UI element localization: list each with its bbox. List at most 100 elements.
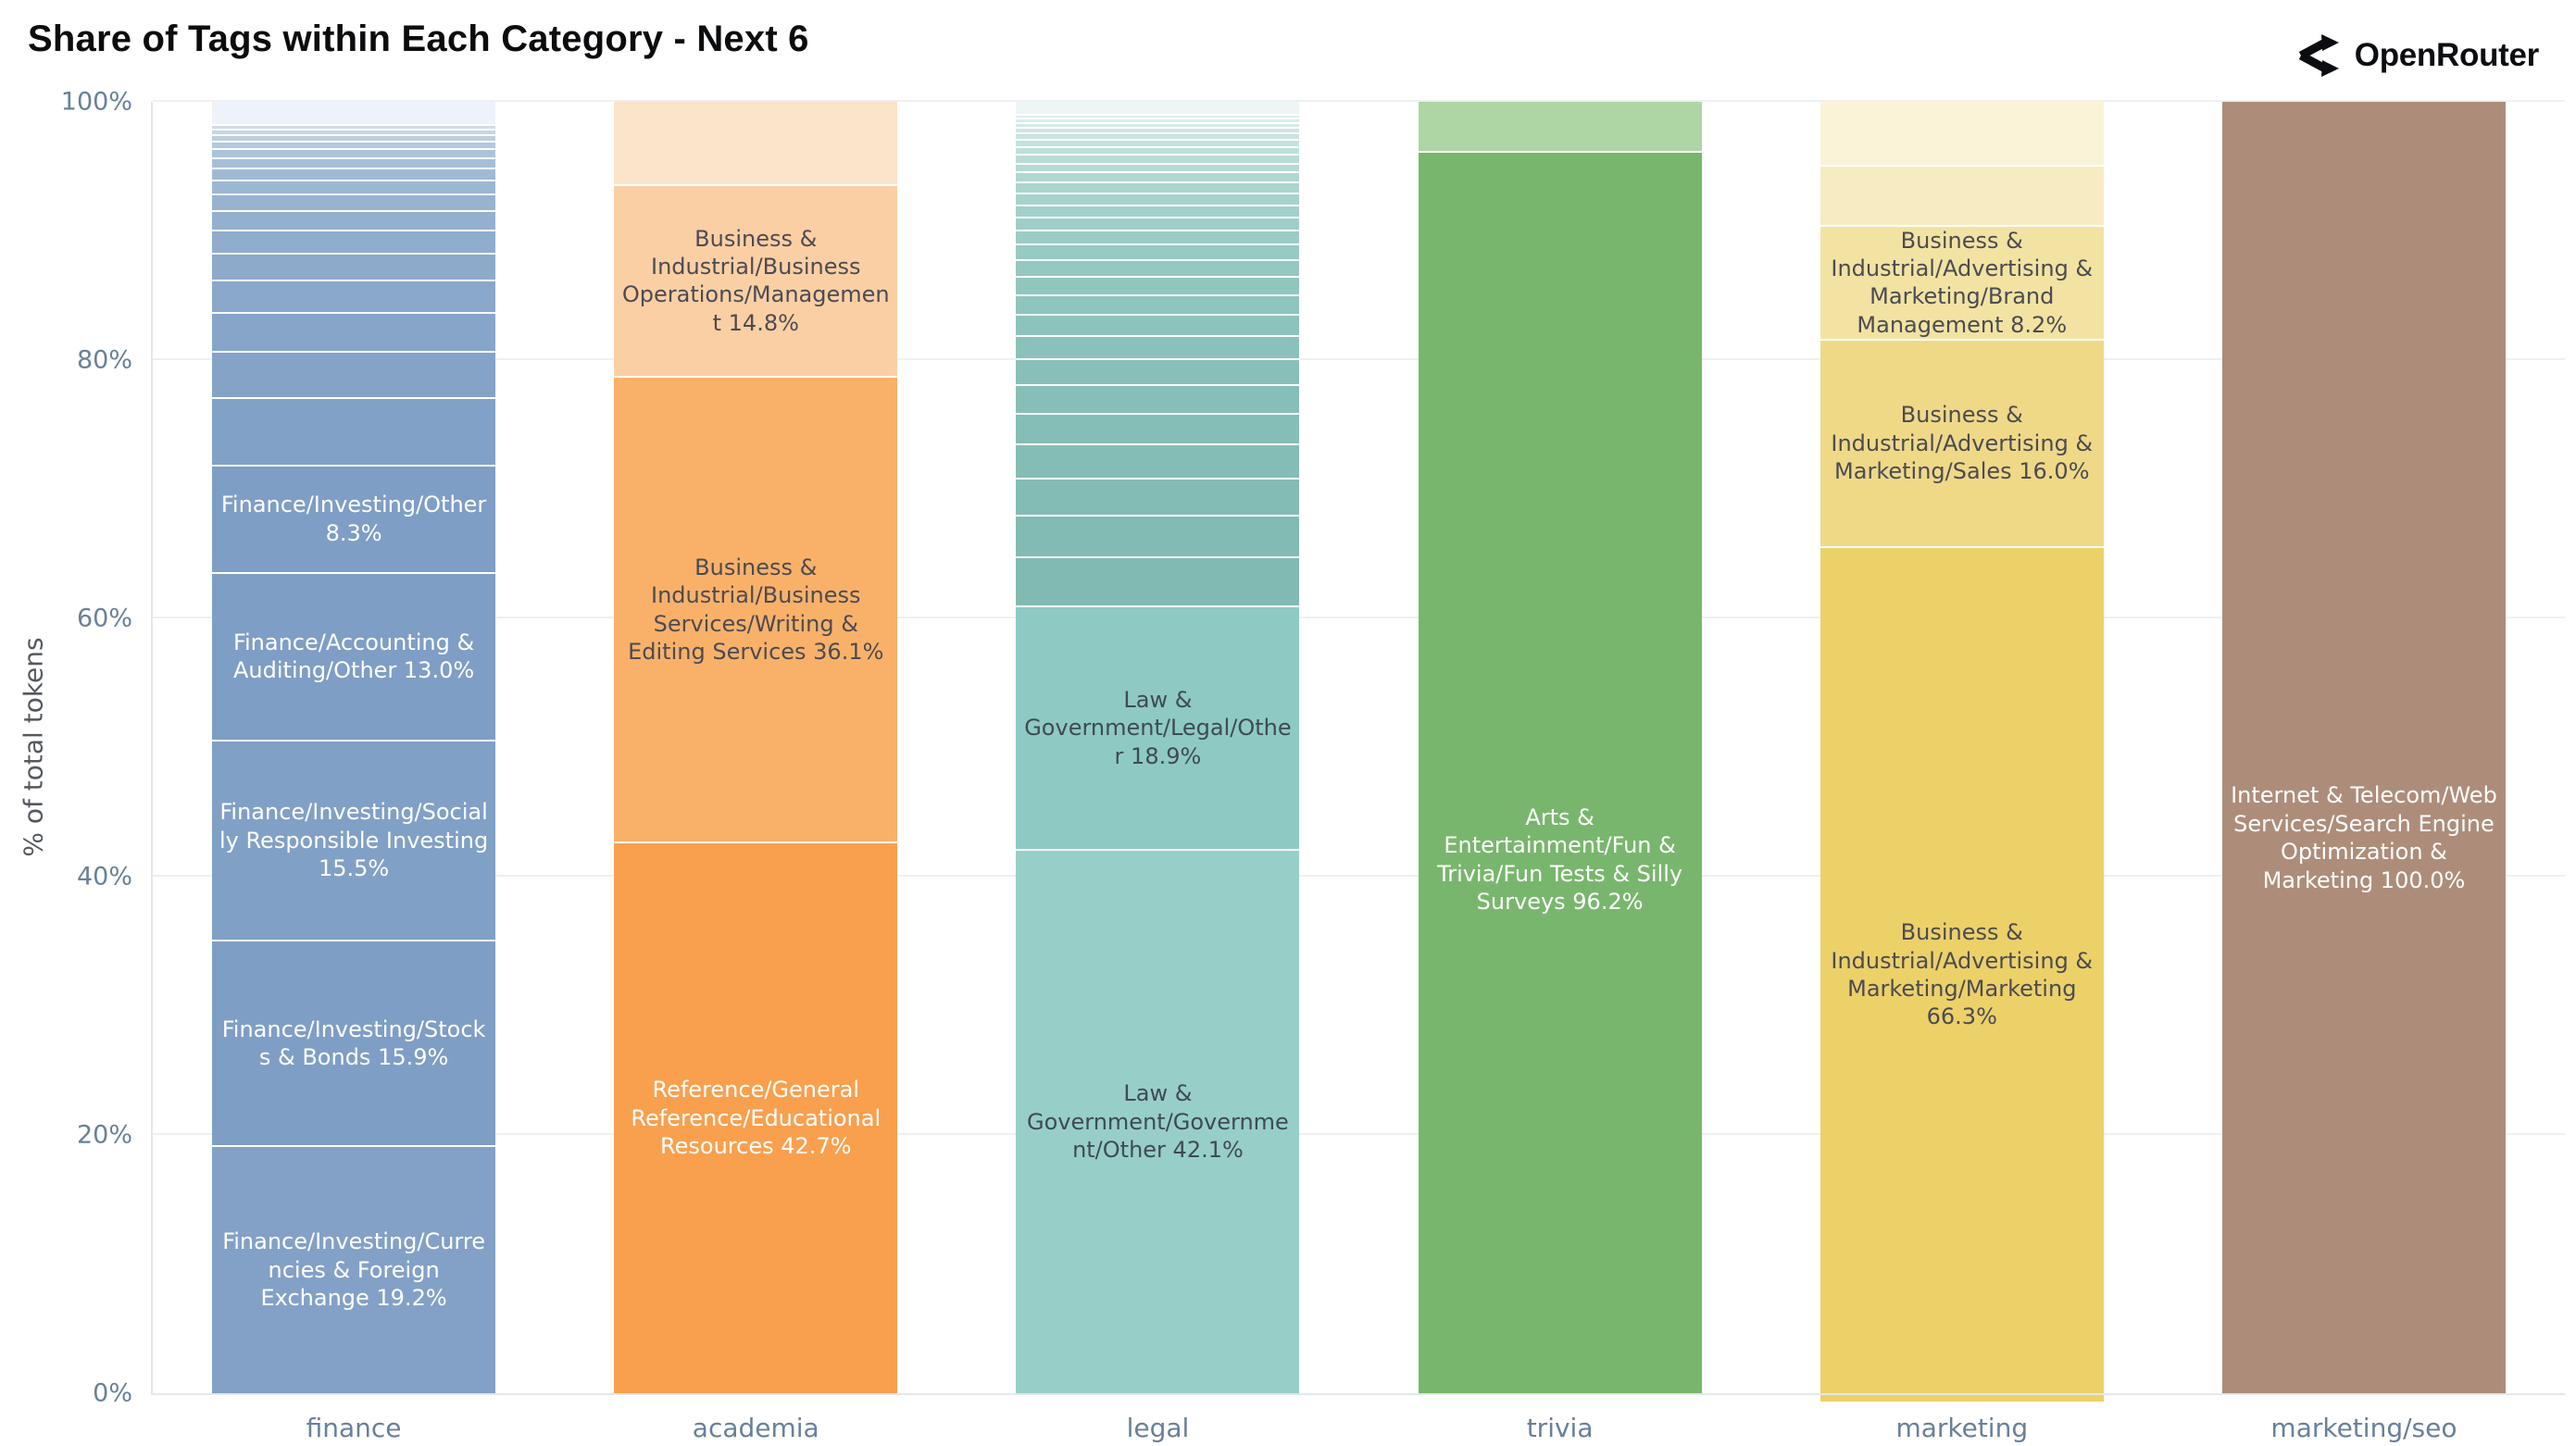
stacked-bar: Business & Industrial/Business Operation… bbox=[614, 102, 898, 1393]
bar-segment-unlabeled[interactable] bbox=[1016, 243, 1300, 260]
x-axis-label: academia bbox=[692, 1413, 819, 1443]
bar-segment[interactable]: Internet & Telecom/Web Services/Search E… bbox=[2221, 102, 2506, 1393]
bar-segment-unlabeled[interactable] bbox=[1016, 121, 1300, 128]
bar-segment-unlabeled[interactable] bbox=[1016, 358, 1300, 385]
bar-column-trivia: Arts & Entertainment/Fun & Trivia/Fun Te… bbox=[1359, 102, 1761, 1443]
x-axis-label: trivia bbox=[1526, 1413, 1594, 1443]
bar-segment-unlabeled[interactable] bbox=[212, 156, 496, 168]
bar-segment-unlabeled[interactable] bbox=[1016, 171, 1300, 182]
bar-segment[interactable]: Finance/Accounting & Auditing/Other 13.0… bbox=[212, 571, 496, 741]
x-axis-label: marketing bbox=[1895, 1413, 2029, 1443]
bar-segment-unlabeled[interactable] bbox=[212, 140, 496, 149]
y-tick-label: 20% bbox=[76, 1120, 132, 1150]
bar-segment-unlabeled[interactable] bbox=[212, 280, 496, 313]
bars-container: Finance/Investing/Other 8.3% Finance/Acco… bbox=[153, 102, 2565, 1443]
bar-segment-unlabeled[interactable] bbox=[212, 129, 496, 134]
x-axis-label: legal bbox=[1126, 1413, 1190, 1443]
bar-segment-unlabeled[interactable] bbox=[212, 210, 496, 231]
plot-area: 0% 20% 40% 60% 80% 100% Finance/Investing/Oth… bbox=[61, 88, 2565, 1443]
bar-segment[interactable]: Law & Government/Government/Other 42.1% bbox=[1016, 849, 1300, 1393]
bar-segment-unlabeled[interactable] bbox=[1819, 102, 2104, 166]
bar-segment[interactable]: Reference/General Reference/Educational … bbox=[614, 841, 898, 1393]
bar-segment-unlabeled[interactable] bbox=[1016, 555, 1300, 605]
gridline-60 bbox=[153, 617, 2565, 618]
bar-segment-unlabeled[interactable] bbox=[1016, 162, 1300, 172]
bar-segment-unlabeled[interactable] bbox=[1016, 515, 1300, 556]
page-title: Share of Tags within Each Category - Nex… bbox=[28, 19, 809, 59]
y-tick-label: 80% bbox=[76, 345, 132, 375]
bar-column-finance: Finance/Investing/Other 8.3% Finance/Acco… bbox=[153, 102, 555, 1443]
bar-segment-unlabeled[interactable] bbox=[212, 312, 496, 352]
segment-label: Business & Industrial/Advertising & Mark… bbox=[1831, 402, 2094, 485]
segment-label: Business & Industrial/Advertising & Mark… bbox=[1831, 919, 2094, 1030]
bar-column-legal: Law & Government/Legal/Other 18.9% Law & … bbox=[957, 102, 1358, 1443]
segment-label: Business & Industrial/Business Operation… bbox=[621, 225, 890, 336]
bar-segment[interactable]: Finance/Investing/Socially Responsible I… bbox=[212, 740, 496, 941]
bar-segment-unlabeled[interactable] bbox=[1016, 384, 1300, 414]
bar-segment-unlabeled[interactable] bbox=[1016, 154, 1300, 163]
bar-segment-unlabeled[interactable] bbox=[212, 102, 496, 124]
bar-segment-unlabeled[interactable] bbox=[212, 230, 496, 254]
bar-segment-unlabeled[interactable] bbox=[212, 351, 496, 398]
bar-segment-unlabeled[interactable] bbox=[212, 168, 496, 180]
bar-column-marketing: Business & Industrial/Advertising & Mark… bbox=[1761, 102, 2163, 1443]
openrouter-brand-link[interactable]: OpenRouter bbox=[2297, 33, 2539, 78]
bar-segment[interactable]: Finance/Investing/Other 8.3% bbox=[212, 464, 496, 572]
y-axis-line bbox=[151, 102, 153, 1395]
stacked-bar: Internet & Telecom/Web Services/Search E… bbox=[2221, 102, 2506, 1393]
bar-segment-unlabeled[interactable] bbox=[1016, 477, 1300, 516]
bar-segment-unlabeled[interactable] bbox=[1016, 117, 1300, 122]
bar-segment[interactable]: Finance/Investing/Stocks & Bonds 15.9% bbox=[212, 940, 496, 1146]
bar-segment-unlabeled[interactable] bbox=[212, 148, 496, 157]
bar-segment-unlabeled[interactable] bbox=[1016, 132, 1300, 140]
gridline-100 bbox=[153, 100, 2565, 102]
bar-segment-unlabeled[interactable] bbox=[1418, 102, 1702, 151]
stacked-bar: Law & Government/Legal/Other 18.9% Law & … bbox=[1016, 102, 1300, 1393]
bar-segment-unlabeled[interactable] bbox=[1016, 293, 1300, 314]
openrouter-logo-icon bbox=[2297, 33, 2342, 78]
bar-segment-unlabeled[interactable] bbox=[212, 397, 496, 465]
bar-segment-unlabeled[interactable] bbox=[1016, 413, 1300, 444]
bar-segment-unlabeled[interactable] bbox=[1016, 127, 1300, 133]
bar-segment-unlabeled[interactable] bbox=[1819, 165, 2104, 225]
segment-label: Finance/Investing/Currencies & Foreign E… bbox=[222, 1228, 485, 1312]
bar-segment-unlabeled[interactable] bbox=[1016, 313, 1300, 336]
bar-segment-unlabeled[interactable] bbox=[1016, 181, 1300, 193]
openrouter-brand-text: OpenRouter bbox=[2354, 37, 2540, 73]
bar-segment[interactable]: Business & Industrial/Advertising & Mark… bbox=[1819, 545, 2104, 1402]
stacked-bar: Arts & Entertainment/Fun & Trivia/Fun Te… bbox=[1418, 102, 1702, 1393]
bar-segment-unlabeled[interactable] bbox=[1016, 335, 1300, 359]
bar-segment-unlabeled[interactable] bbox=[614, 102, 898, 185]
bar-segment-unlabeled[interactable] bbox=[212, 123, 496, 130]
bar-segment-unlabeled[interactable] bbox=[1016, 113, 1300, 118]
segment-label: Finance/Accounting & Auditing/Other 13.0… bbox=[232, 629, 475, 684]
bar-segment[interactable]: Law & Government/Legal/Other 18.9% bbox=[1016, 605, 1300, 850]
gridline-40 bbox=[153, 875, 2565, 877]
bar-segment-unlabeled[interactable] bbox=[1016, 193, 1300, 205]
bar-segment[interactable]: Business & Industrial/Advertising & Mark… bbox=[1819, 339, 2104, 546]
bar-segment[interactable]: Finance/Investing/Currencies & Foreign E… bbox=[212, 1145, 496, 1393]
x-axis-label: finance bbox=[306, 1413, 402, 1443]
bar-segment-unlabeled[interactable] bbox=[1016, 259, 1300, 277]
segment-label: Law & Government/Government/Other 42.1% bbox=[1027, 1080, 1289, 1164]
x-axis-line bbox=[153, 1393, 2565, 1395]
bar-segment-unlabeled[interactable] bbox=[1016, 139, 1300, 147]
bar-segment[interactable]: Arts & Entertainment/Fun & Trivia/Fun Te… bbox=[1418, 151, 1702, 1393]
bar-segment[interactable]: Business & Industrial/Business Operation… bbox=[614, 184, 898, 376]
bar-segment-unlabeled[interactable] bbox=[1016, 443, 1300, 478]
gridline-20 bbox=[153, 1133, 2565, 1135]
bar-segment-unlabeled[interactable] bbox=[212, 133, 496, 141]
bar-segment-unlabeled[interactable] bbox=[212, 193, 496, 211]
y-axis-title: % of total tokens bbox=[18, 637, 49, 857]
bar-segment-unlabeled[interactable] bbox=[1016, 229, 1300, 244]
bar-segment-unlabeled[interactable] bbox=[1016, 204, 1300, 218]
bar-segment[interactable]: Business & Industrial/Advertising & Mark… bbox=[1819, 224, 2104, 340]
bar-segment-unlabeled[interactable] bbox=[212, 253, 496, 280]
bar-segment-unlabeled[interactable] bbox=[1016, 146, 1300, 155]
bar-segment-unlabeled[interactable] bbox=[1016, 276, 1300, 294]
bar-segment[interactable]: Business & Industrial/Business Services/… bbox=[614, 375, 898, 842]
bar-segment-unlabeled[interactable] bbox=[1016, 217, 1300, 230]
bar-segment-unlabeled[interactable] bbox=[1016, 102, 1300, 114]
bar-segment-unlabeled[interactable] bbox=[212, 179, 496, 193]
